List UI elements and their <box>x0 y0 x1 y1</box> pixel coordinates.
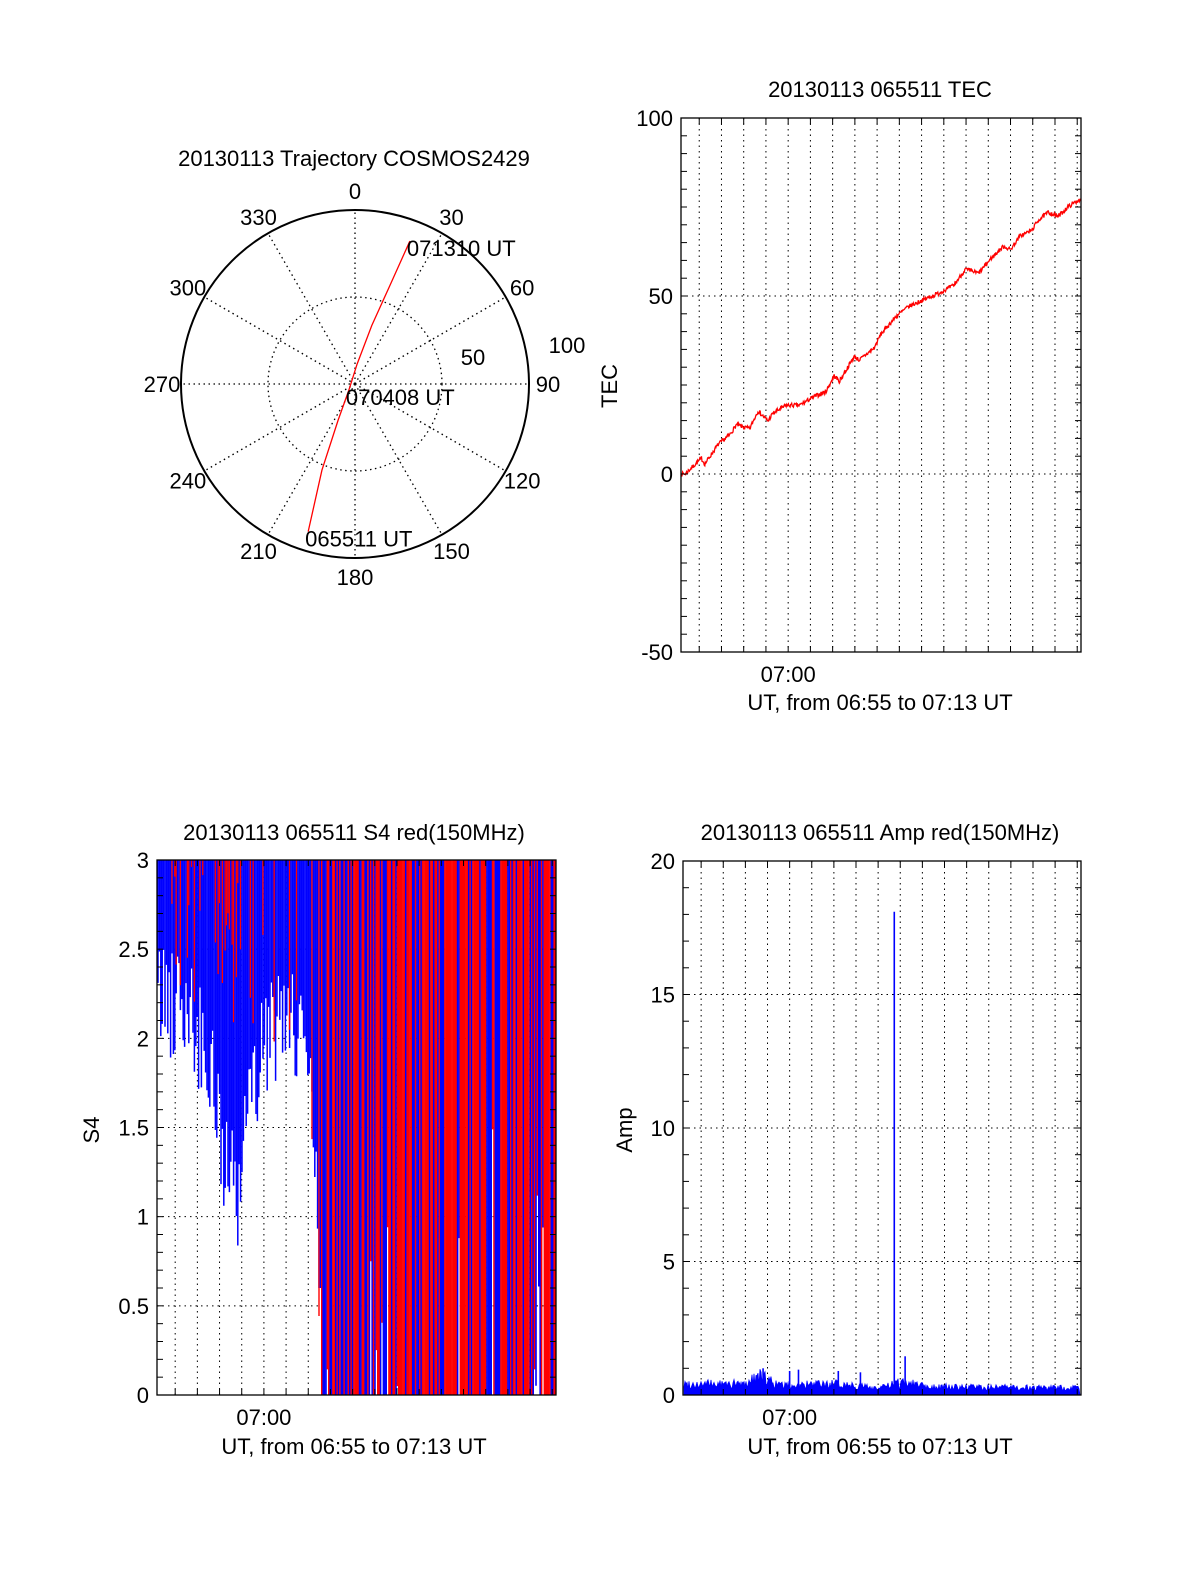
amp-grid <box>683 861 1081 1395</box>
polar-angle-label: 60 <box>510 276 534 301</box>
s4-ytick-label: 0.5 <box>118 1294 149 1319</box>
amp-title: 20130113 065511 Amp red(150MHz) <box>701 820 1060 845</box>
s4-panel: 20130113 065511 S4 red(150MHz) S4 UT, fr… <box>79 820 557 1459</box>
s4-ytick-label: 1 <box>137 1205 149 1230</box>
amp-ylabel: Amp <box>612 1107 637 1152</box>
polar-spoke <box>354 383 507 472</box>
amp-series-area <box>683 1369 1081 1396</box>
amp-ytick-label: 15 <box>651 983 675 1008</box>
trajectory-time-label: 071310 UT <box>407 236 516 261</box>
polar-inner-ring <box>267 296 443 472</box>
polar-spoke <box>354 383 443 536</box>
polar-angle-label: 90 <box>536 372 560 397</box>
polar-spoke <box>203 296 356 385</box>
polar-angle-label: 30 <box>439 205 463 230</box>
polar-spoke <box>267 232 356 385</box>
polar-angle-label: 240 <box>169 469 206 494</box>
tec-panel: 20130113 065511 TEC TEC UT, from 06:55 t… <box>597 77 1082 715</box>
polar-spoke <box>354 232 443 385</box>
s4-bars <box>157 860 557 1395</box>
amp-xlabel: UT, from 06:55 to 07:13 UT <box>747 1434 1012 1459</box>
polar-spoke <box>267 383 356 536</box>
amp-frame <box>682 860 1082 1396</box>
polar-angle-label: 330 <box>240 205 277 230</box>
tec-ytick-label: -50 <box>641 640 673 665</box>
polar-angle-label: 120 <box>504 469 541 494</box>
polar-spoke <box>203 383 356 472</box>
s4-title: 20130113 065511 S4 red(150MHz) <box>183 820 525 845</box>
tec-line <box>681 198 1082 477</box>
s4-ylabel: S4 <box>79 1117 104 1144</box>
s4-xtick-label: 07:00 <box>236 1405 291 1430</box>
amp-panel: 20130113 065511 Amp red(150MHz) Amp UT, … <box>612 820 1082 1459</box>
trajectory-time-label: 070408 UT <box>346 385 455 410</box>
polar-angle-label: 300 <box>169 276 206 301</box>
s4-ytick-label: 2 <box>137 1026 149 1051</box>
tec-ytick-label: 0 <box>661 462 673 487</box>
polar-title: 20130113 Trajectory COSMOS2429 <box>178 146 530 171</box>
tec-ytick-label: 100 <box>636 106 673 131</box>
tec-xtick-label: 07:00 <box>761 662 816 687</box>
tec-grid <box>681 118 1081 652</box>
polar-angle-label: 0 <box>349 179 361 204</box>
trajectory-time-label: 065511 UT <box>305 527 412 552</box>
polar-angle-label: 180 <box>337 565 374 590</box>
trajectory-line <box>307 240 411 532</box>
amp-ytick-label: 0 <box>663 1383 675 1408</box>
amp-ytick-label: 5 <box>663 1250 675 1275</box>
s4-ytick-label: 0 <box>137 1383 149 1408</box>
s4-ytick-label: 2.5 <box>118 937 149 962</box>
tec-title: 20130113 065511 TEC <box>768 77 992 102</box>
amp-ytick-label: 20 <box>651 849 675 874</box>
polar-trajectory-panel: 20130113 Trajectory COSMOS2429 0 30 60 90 12… <box>144 146 586 590</box>
polar-radial-label: 100 <box>549 333 586 358</box>
tec-xlabel: UT, from 06:55 to 07:13 UT <box>747 690 1012 715</box>
amp-ytick-label: 10 <box>651 1116 675 1141</box>
polar-radial-label: 50 <box>461 345 485 370</box>
polar-angle-label: 150 <box>433 539 470 564</box>
polar-spoke <box>354 296 507 385</box>
s4-ytick-label: 1.5 <box>118 1116 149 1141</box>
polar-angle-label: 210 <box>240 539 277 564</box>
tec-ytick-label: 50 <box>649 284 673 309</box>
tec-ylabel: TEC <box>597 364 622 408</box>
s4-frame <box>156 859 557 1396</box>
s4-xlabel: UT, from 06:55 to 07:13 UT <box>221 1434 486 1459</box>
polar-outer-ring <box>180 209 530 559</box>
s4-ytick-label: 3 <box>137 848 149 873</box>
tec-frame <box>680 117 1082 653</box>
polar-angle-label: 270 <box>144 372 181 397</box>
amp-xtick-label: 07:00 <box>762 1405 817 1430</box>
